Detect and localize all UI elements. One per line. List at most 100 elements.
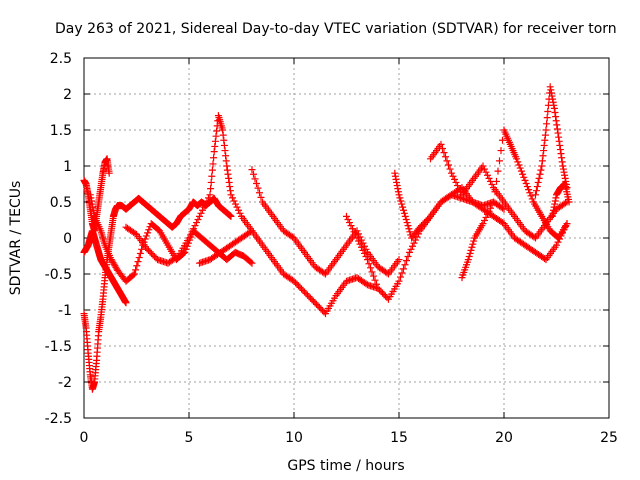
x-tick-label: 25: [600, 430, 618, 446]
data-point: [143, 245, 151, 253]
data-point: [320, 269, 328, 277]
data-point: [145, 246, 152, 254]
data-point: [403, 219, 411, 227]
data-point: [298, 285, 305, 293]
data-point: [488, 181, 496, 189]
data-point: [248, 259, 256, 267]
data-point: [543, 114, 551, 122]
data-point: [558, 154, 566, 162]
x-tick-label: 15: [390, 430, 408, 446]
data-point: [353, 234, 361, 242]
data-point: [400, 265, 407, 273]
x-tick-label: 5: [185, 430, 194, 446]
data-point: [304, 291, 311, 299]
data-point: [250, 170, 257, 178]
data-point: [361, 242, 368, 250]
data-point: [464, 256, 472, 264]
data-point: [377, 287, 385, 295]
y-tick-label: 1.5: [50, 123, 72, 139]
data-point: [445, 161, 452, 169]
data-point: [206, 191, 214, 199]
data-point: [254, 184, 262, 192]
data-point: [470, 237, 478, 245]
data-point: [227, 212, 235, 220]
data-point: [362, 280, 370, 288]
data-point: [553, 241, 560, 249]
data-point: [89, 203, 97, 211]
data-point: [556, 141, 564, 149]
data-point: [455, 185, 463, 193]
data-point: [487, 204, 494, 212]
data-point: [419, 220, 427, 228]
data-point: [555, 133, 563, 141]
data-point: [412, 236, 419, 244]
data-point: [552, 113, 560, 121]
data-point: [466, 249, 474, 257]
data-point: [400, 206, 407, 214]
data-point: [373, 280, 380, 288]
data-point: [485, 174, 493, 182]
data-point: [149, 251, 157, 259]
data-point: [416, 223, 424, 231]
data-point: [359, 239, 367, 247]
data-point: [135, 254, 143, 262]
data-point: [129, 271, 137, 279]
data-point: [515, 161, 523, 169]
data-point: [317, 305, 325, 313]
data-point: [397, 273, 404, 281]
data-point: [550, 101, 558, 109]
data-point: [362, 245, 370, 253]
x-tick-label: 10: [285, 430, 303, 446]
data-point: [481, 165, 488, 173]
data-point: [122, 299, 130, 307]
data-point: [499, 136, 506, 144]
x-axis-ticks: 0 5 10 15 20 25: [80, 58, 618, 446]
data-point: [535, 174, 543, 182]
data-point: [308, 296, 316, 304]
data-point: [468, 243, 476, 251]
data-point: [132, 266, 140, 274]
data-point: [208, 172, 216, 180]
data-point: [398, 269, 406, 277]
data-point: [256, 189, 263, 197]
data-point: [541, 136, 549, 144]
data-point: [537, 166, 545, 174]
data-point: [544, 107, 552, 115]
data-point: [443, 157, 451, 165]
data-point: [547, 86, 555, 94]
data-point: [209, 160, 217, 168]
data-point: [409, 242, 416, 250]
data-point: [516, 164, 524, 172]
data-point: [203, 197, 211, 205]
data-point: [190, 225, 197, 233]
data-point: [181, 248, 189, 256]
data-point: [467, 246, 475, 254]
data-point: [197, 209, 205, 217]
data-point: [146, 248, 154, 256]
data-point: [496, 157, 503, 165]
data-point: [395, 191, 403, 199]
data-point: [497, 147, 505, 155]
data-point: [439, 145, 446, 153]
data-point: [353, 227, 361, 235]
data-point: [374, 284, 382, 292]
data-point: [293, 280, 301, 288]
data-point: [534, 178, 542, 186]
data-point: [484, 171, 491, 179]
data-point: [490, 198, 497, 206]
data-point: [358, 236, 365, 244]
data-point: [527, 192, 535, 200]
data-point: [494, 167, 502, 175]
data-point: [187, 231, 194, 239]
data-point: [405, 225, 413, 233]
data-point: [248, 166, 256, 174]
data-point: [355, 237, 362, 245]
data-point: [247, 258, 255, 266]
data-point: [451, 175, 458, 183]
data-point: [487, 177, 494, 185]
data-point: [305, 293, 313, 301]
data-point: [364, 256, 371, 264]
data-point: [532, 191, 539, 199]
data-point: [421, 219, 428, 227]
